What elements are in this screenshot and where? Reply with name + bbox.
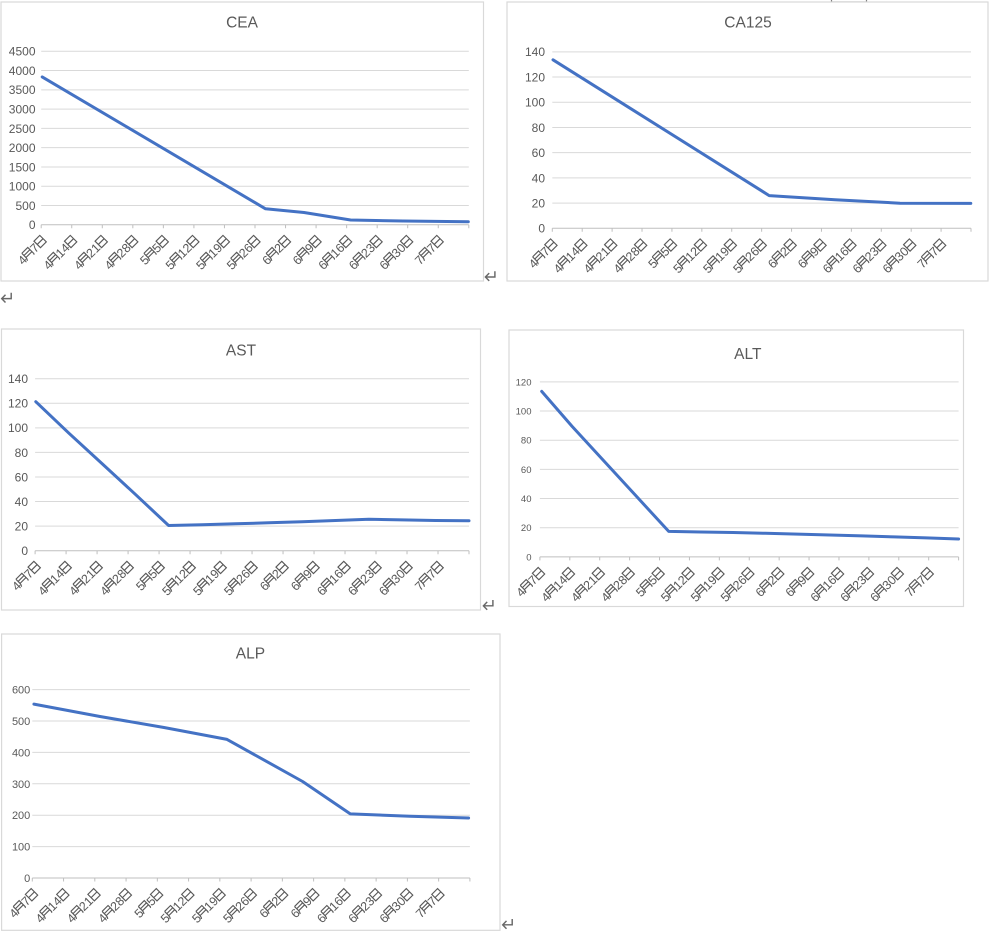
svg-text:120: 120: [516, 377, 532, 388]
svg-text:120: 120: [8, 397, 28, 411]
svg-text:4000: 4000: [9, 64, 36, 78]
svg-text:20: 20: [15, 520, 29, 534]
svg-text:80: 80: [15, 446, 29, 460]
svg-text:120: 120: [525, 70, 545, 84]
svg-text:0: 0: [24, 873, 30, 885]
svg-text:2500: 2500: [9, 122, 36, 136]
svg-text:140: 140: [525, 45, 545, 59]
svg-text:AST: AST: [226, 343, 257, 360]
svg-text:100: 100: [12, 842, 30, 854]
svg-text:20: 20: [521, 523, 532, 534]
svg-text:1500: 1500: [9, 160, 36, 174]
svg-text:80: 80: [521, 436, 532, 447]
svg-text:CEA: CEA: [226, 15, 259, 32]
svg-text:40: 40: [15, 495, 29, 509]
svg-text:1000: 1000: [9, 180, 36, 194]
svg-text:40: 40: [521, 494, 532, 505]
svg-text:0: 0: [526, 552, 531, 563]
svg-text:0: 0: [21, 544, 28, 558]
svg-text:ALP: ALP: [236, 646, 265, 663]
svg-text:20: 20: [532, 196, 546, 210]
svg-text:500: 500: [15, 199, 35, 213]
svg-text:100: 100: [525, 96, 545, 110]
svg-text:0: 0: [29, 218, 36, 232]
svg-text:3500: 3500: [9, 83, 36, 97]
svg-text:600: 600: [12, 685, 30, 697]
svg-text:3000: 3000: [9, 103, 36, 117]
svg-text:400: 400: [12, 747, 30, 759]
svg-text:ALT: ALT: [734, 346, 762, 363]
svg-text:300: 300: [12, 779, 30, 791]
svg-text:CA125: CA125: [724, 15, 771, 32]
svg-text:40: 40: [532, 171, 546, 185]
svg-text:500: 500: [12, 716, 30, 728]
svg-text:140: 140: [8, 372, 28, 386]
svg-text:100: 100: [516, 407, 532, 418]
svg-text:60: 60: [15, 470, 29, 484]
svg-text:200: 200: [12, 810, 30, 822]
svg-text:60: 60: [532, 146, 546, 160]
svg-text:60: 60: [521, 465, 532, 476]
svg-text:100: 100: [8, 421, 28, 435]
svg-text:0: 0: [538, 222, 545, 236]
svg-text:4500: 4500: [9, 45, 36, 59]
svg-text:80: 80: [532, 121, 546, 135]
svg-text:2000: 2000: [9, 141, 36, 155]
